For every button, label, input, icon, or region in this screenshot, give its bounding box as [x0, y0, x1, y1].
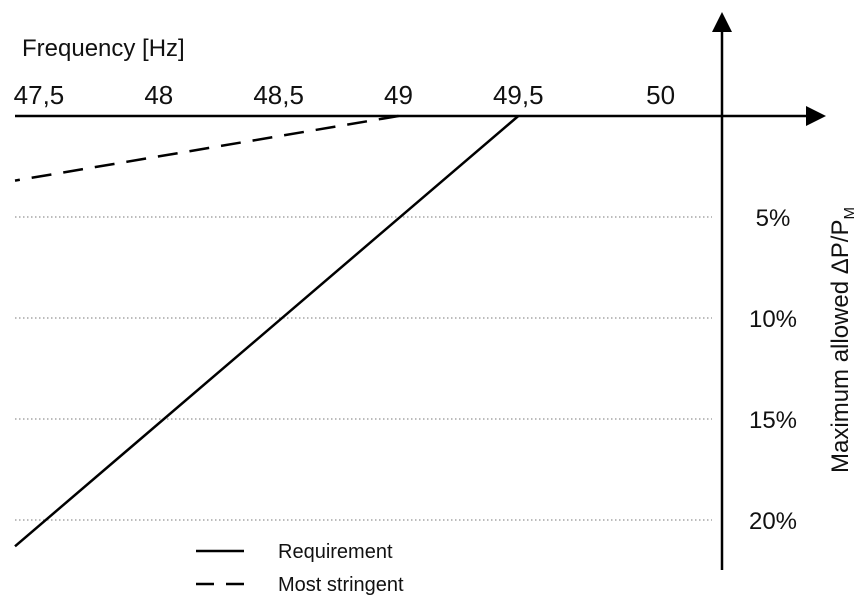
x-tick-label: 50	[646, 80, 675, 110]
y-tick-label: 10%	[749, 306, 797, 333]
x-tick-label: 48	[144, 80, 173, 110]
series	[14, 114, 520, 548]
x-tick-label: 48,5	[253, 80, 304, 110]
axes	[15, 12, 826, 570]
series-line-requirement	[14, 115, 520, 548]
legend-label-most-stringent: Most stringent	[278, 574, 404, 596]
x-axis-title: Frequency [Hz]	[22, 35, 185, 62]
y-tick-label: 5%	[756, 205, 791, 232]
legend-label-requirement: Requirement	[278, 541, 393, 563]
grid-lines	[15, 216, 712, 521]
series-line-most-stringent	[14, 114, 399, 182]
x-tick-label: 49	[384, 80, 413, 110]
y-axis-title: Maximum allowed ΔP/PM	[827, 207, 856, 473]
y-axis-title-subscript: M	[841, 207, 856, 220]
x-tick-label: 47,5	[14, 80, 65, 110]
y-tick-labels: 5% 10% 15% 20%	[749, 205, 797, 535]
y-axis-title-main: Maximum allowed ΔP/P	[827, 220, 854, 473]
y-tick-label: 20%	[749, 508, 797, 535]
x-axis-arrow-icon	[806, 106, 826, 126]
x-tick-labels: 47,5 48 48,5 49 49,5 50	[14, 80, 675, 110]
y-axis-arrow-icon	[712, 12, 732, 32]
x-tick-label: 49,5	[493, 80, 544, 110]
legend: Requirement Most stringent	[196, 541, 404, 596]
y-tick-label: 15%	[749, 407, 797, 434]
